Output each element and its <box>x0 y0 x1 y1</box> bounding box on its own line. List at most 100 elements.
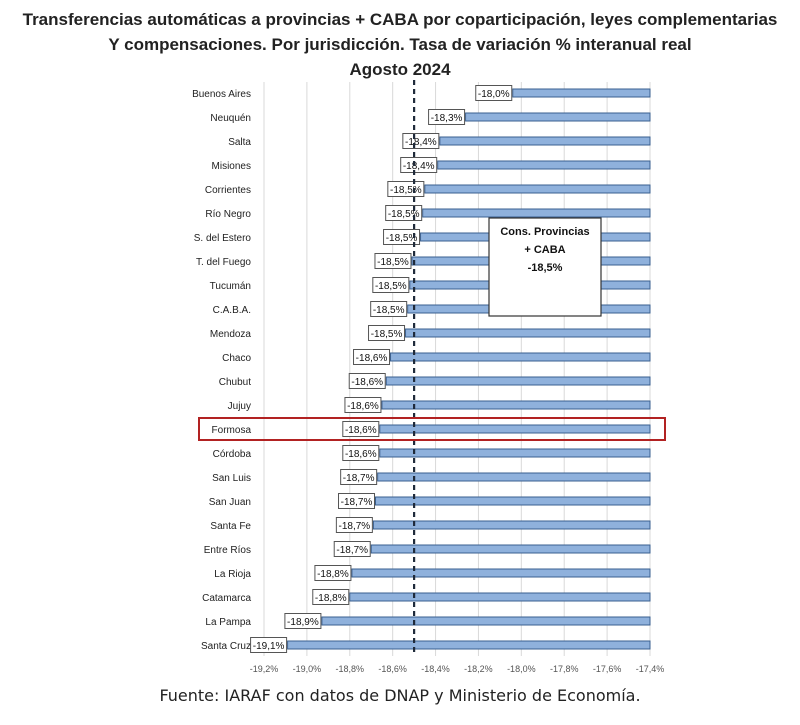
bar-5 <box>422 208 651 218</box>
data-label-box-6 <box>383 229 421 245</box>
bar-18 <box>372 520 651 530</box>
bar-22 <box>321 616 651 626</box>
data-label-18: -18,7% <box>339 521 371 532</box>
x-tick-label-9: -17,4% <box>636 664 665 674</box>
data-label-box-10 <box>368 325 406 341</box>
data-label-3: -18,4% <box>403 161 435 172</box>
x-tick-label-2: -18,8% <box>336 664 365 674</box>
category-label-4: Corrientes <box>205 185 251 196</box>
data-label-box-9 <box>370 301 408 317</box>
source-note: Fuente: IARAF con datos de DNAP y Minist… <box>159 686 641 705</box>
category-label-14: Formosa <box>212 425 252 436</box>
bar-14 <box>379 424 651 434</box>
data-label-9: -18,5% <box>373 305 405 316</box>
reference-annotation-line-0: Cons. Provincias <box>500 226 589 238</box>
reference-annotation-line-2: -18,5% <box>528 262 563 274</box>
category-label-2: Salta <box>228 137 251 148</box>
data-label-21: -18,8% <box>315 593 347 604</box>
data-label-box-22 <box>284 613 322 629</box>
data-label-box-19 <box>333 541 371 557</box>
data-label-15: -18,6% <box>345 449 377 460</box>
category-label-1: Neuquén <box>210 113 251 124</box>
data-label-box-13 <box>344 397 382 413</box>
category-label-0: Buenos Aires <box>192 89 251 100</box>
category-label-11: Chaco <box>222 353 251 364</box>
data-label-box-11 <box>353 349 391 365</box>
data-label-box-3 <box>400 157 438 173</box>
category-label-20: La Rioja <box>214 569 251 580</box>
category-label-15: Córdoba <box>213 449 252 460</box>
bar-16 <box>377 472 651 482</box>
category-label-18: Santa Fe <box>210 521 251 532</box>
bar-3 <box>437 160 651 170</box>
data-label-4: -18,5% <box>390 185 422 196</box>
reference-annotation-line-1: + CABA <box>524 244 565 256</box>
category-label-3: Misiones <box>212 161 251 172</box>
category-label-21: Catamarca <box>202 593 251 604</box>
data-label-12: -18,6% <box>351 377 383 388</box>
data-label-box-12 <box>348 373 386 389</box>
data-label-7: -18,5% <box>377 257 409 268</box>
bar-12 <box>385 376 651 386</box>
data-label-box-14 <box>342 421 380 437</box>
data-label-box-5 <box>385 205 423 221</box>
category-label-7: T. del Fuego <box>196 257 251 268</box>
x-tick-label-6: -18,0% <box>507 664 536 674</box>
data-label-6: -18,5% <box>386 233 418 244</box>
bar-11 <box>390 352 651 362</box>
data-label-1: -18,3% <box>431 113 463 124</box>
data-label-box-20 <box>314 565 352 581</box>
category-label-19: Entre Ríos <box>204 545 251 556</box>
data-label-box-1 <box>428 109 466 125</box>
data-label-box-15 <box>342 445 380 461</box>
x-tick-label-1: -19,0% <box>293 664 322 674</box>
category-label-23: Santa Cruz <box>201 641 251 652</box>
x-tick-label-3: -18,6% <box>378 664 407 674</box>
data-label-box-0 <box>475 85 513 101</box>
data-label-10: -18,5% <box>371 329 403 340</box>
data-label-0: -18,0% <box>478 89 510 100</box>
category-label-13: Jujuy <box>228 401 251 412</box>
bar-13 <box>381 400 651 410</box>
x-tick-label-4: -18,4% <box>421 664 450 674</box>
bar-17 <box>375 496 651 506</box>
bar-19 <box>370 544 651 554</box>
data-label-14: -18,6% <box>345 425 377 436</box>
data-label-box-18 <box>335 517 373 533</box>
data-label-box-23 <box>250 637 288 653</box>
data-label-17: -18,7% <box>341 497 373 508</box>
bar-15 <box>379 448 651 458</box>
reference-annotation-box <box>488 217 602 317</box>
category-label-16: San Luis <box>212 473 251 484</box>
bar-0 <box>512 88 651 98</box>
data-label-20: -18,8% <box>317 569 349 580</box>
data-label-2: -18,4% <box>405 137 437 148</box>
data-label-8: -18,5% <box>375 281 407 292</box>
data-label-11: -18,6% <box>356 353 388 364</box>
data-label-19: -18,7% <box>336 545 368 556</box>
x-tick-label-7: -17,8% <box>550 664 579 674</box>
chart-title-line-3: Agosto 2024 <box>349 60 451 79</box>
x-tick-label-0: -19,2% <box>250 664 279 674</box>
category-label-5: Río Negro <box>205 209 251 220</box>
bar-20 <box>351 568 651 578</box>
category-label-6: S. del Estero <box>194 233 252 244</box>
bar-21 <box>349 592 651 602</box>
highlight-box <box>198 417 666 441</box>
bar-2 <box>439 136 651 146</box>
data-label-box-21 <box>312 589 350 605</box>
data-label-13: -18,6% <box>347 401 379 412</box>
x-tick-label-5: -18,2% <box>464 664 493 674</box>
data-label-16: -18,7% <box>343 473 375 484</box>
chart-title-line-2: Y compensaciones. Por jurisdicción. Tasa… <box>108 35 692 54</box>
bar-1 <box>465 112 651 122</box>
category-label-9: C.A.B.A. <box>213 305 251 316</box>
data-label-box-8 <box>372 277 410 293</box>
bar-10 <box>405 328 651 338</box>
data-label-23: -19,1% <box>253 641 285 652</box>
data-label-5: -18,5% <box>388 209 420 220</box>
category-label-22: La Pampa <box>205 617 251 628</box>
data-label-box-2 <box>402 133 440 149</box>
